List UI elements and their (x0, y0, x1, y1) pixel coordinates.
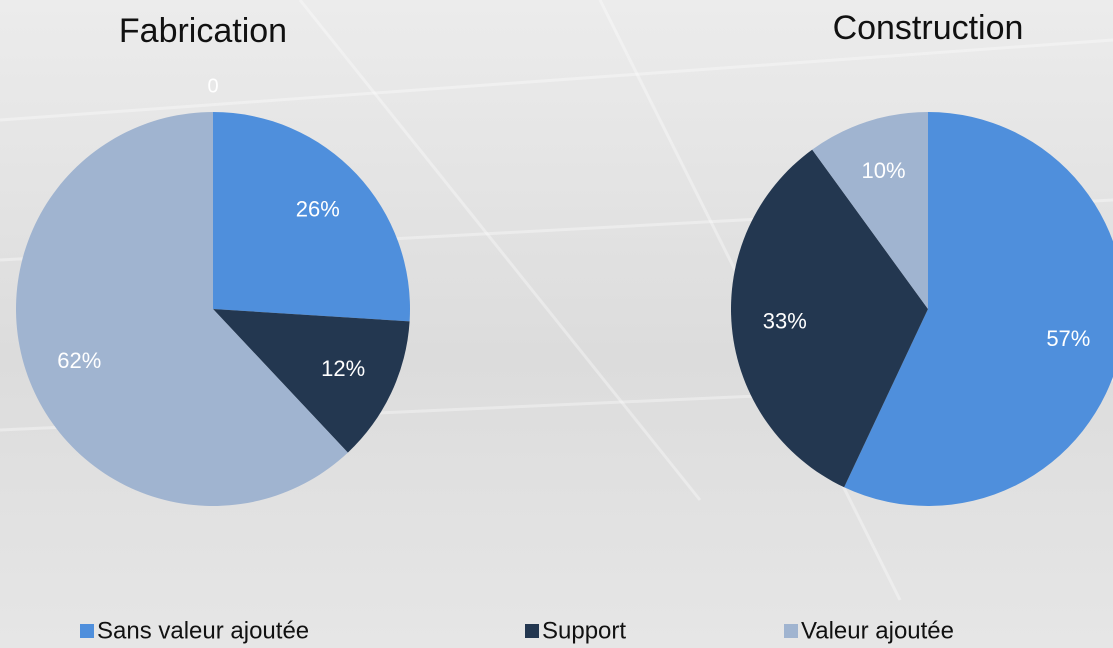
legend-swatch (525, 624, 539, 638)
chart-title: Construction (833, 9, 1024, 47)
data-label: 12% (321, 356, 365, 381)
data-label: 10% (862, 158, 906, 183)
data-label: 57% (1046, 326, 1090, 351)
legend-label: Valeur ajoutée (801, 617, 954, 644)
legend-label: Sans valeur ajoutée (97, 617, 309, 644)
annotation: 0 (207, 75, 218, 97)
legend-swatch (80, 624, 94, 638)
data-label: 33% (763, 308, 807, 333)
legend-label: Support (542, 617, 626, 644)
data-label: 62% (57, 348, 101, 373)
data-label: 26% (296, 196, 340, 221)
chart-title: Fabrication (119, 12, 287, 50)
legend-swatch (784, 624, 798, 638)
chart: Fabrication 0 26% 12% 62% Construction 57% 33% 1… (0, 0, 1113, 648)
